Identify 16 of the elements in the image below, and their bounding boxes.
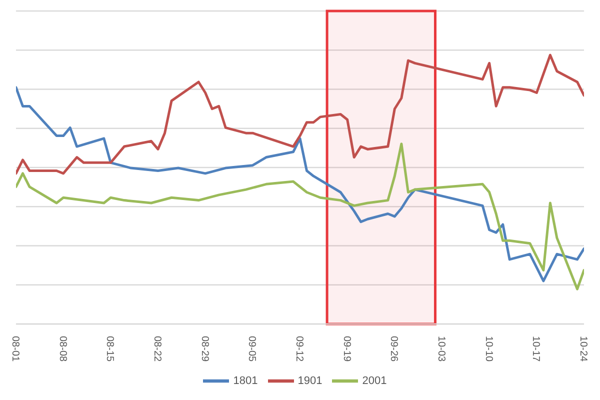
x-tick-label: 10-17	[530, 336, 542, 362]
x-tick-label: 09-26	[388, 336, 400, 362]
x-tick-label: 09-05	[246, 336, 258, 362]
legend-label: 1801	[233, 374, 258, 387]
x-tick-label: 08-01	[10, 336, 20, 362]
x-tick-label: 10-24	[578, 336, 588, 362]
x-tick-label: 09-19	[340, 336, 352, 362]
x-tick-label: 09-12	[294, 336, 304, 362]
x-tick-label: 10-03	[436, 336, 446, 362]
x-tick-label: 08-29	[198, 336, 210, 362]
x-tick-label: 08-22	[152, 336, 162, 362]
x-tick-label: 10-10	[482, 336, 494, 362]
legend-label: 1901	[298, 374, 322, 387]
legend-label: 2001	[362, 374, 387, 387]
x-tick-label: 08-15	[104, 336, 116, 362]
x-tick-label: 08-08	[56, 336, 68, 362]
